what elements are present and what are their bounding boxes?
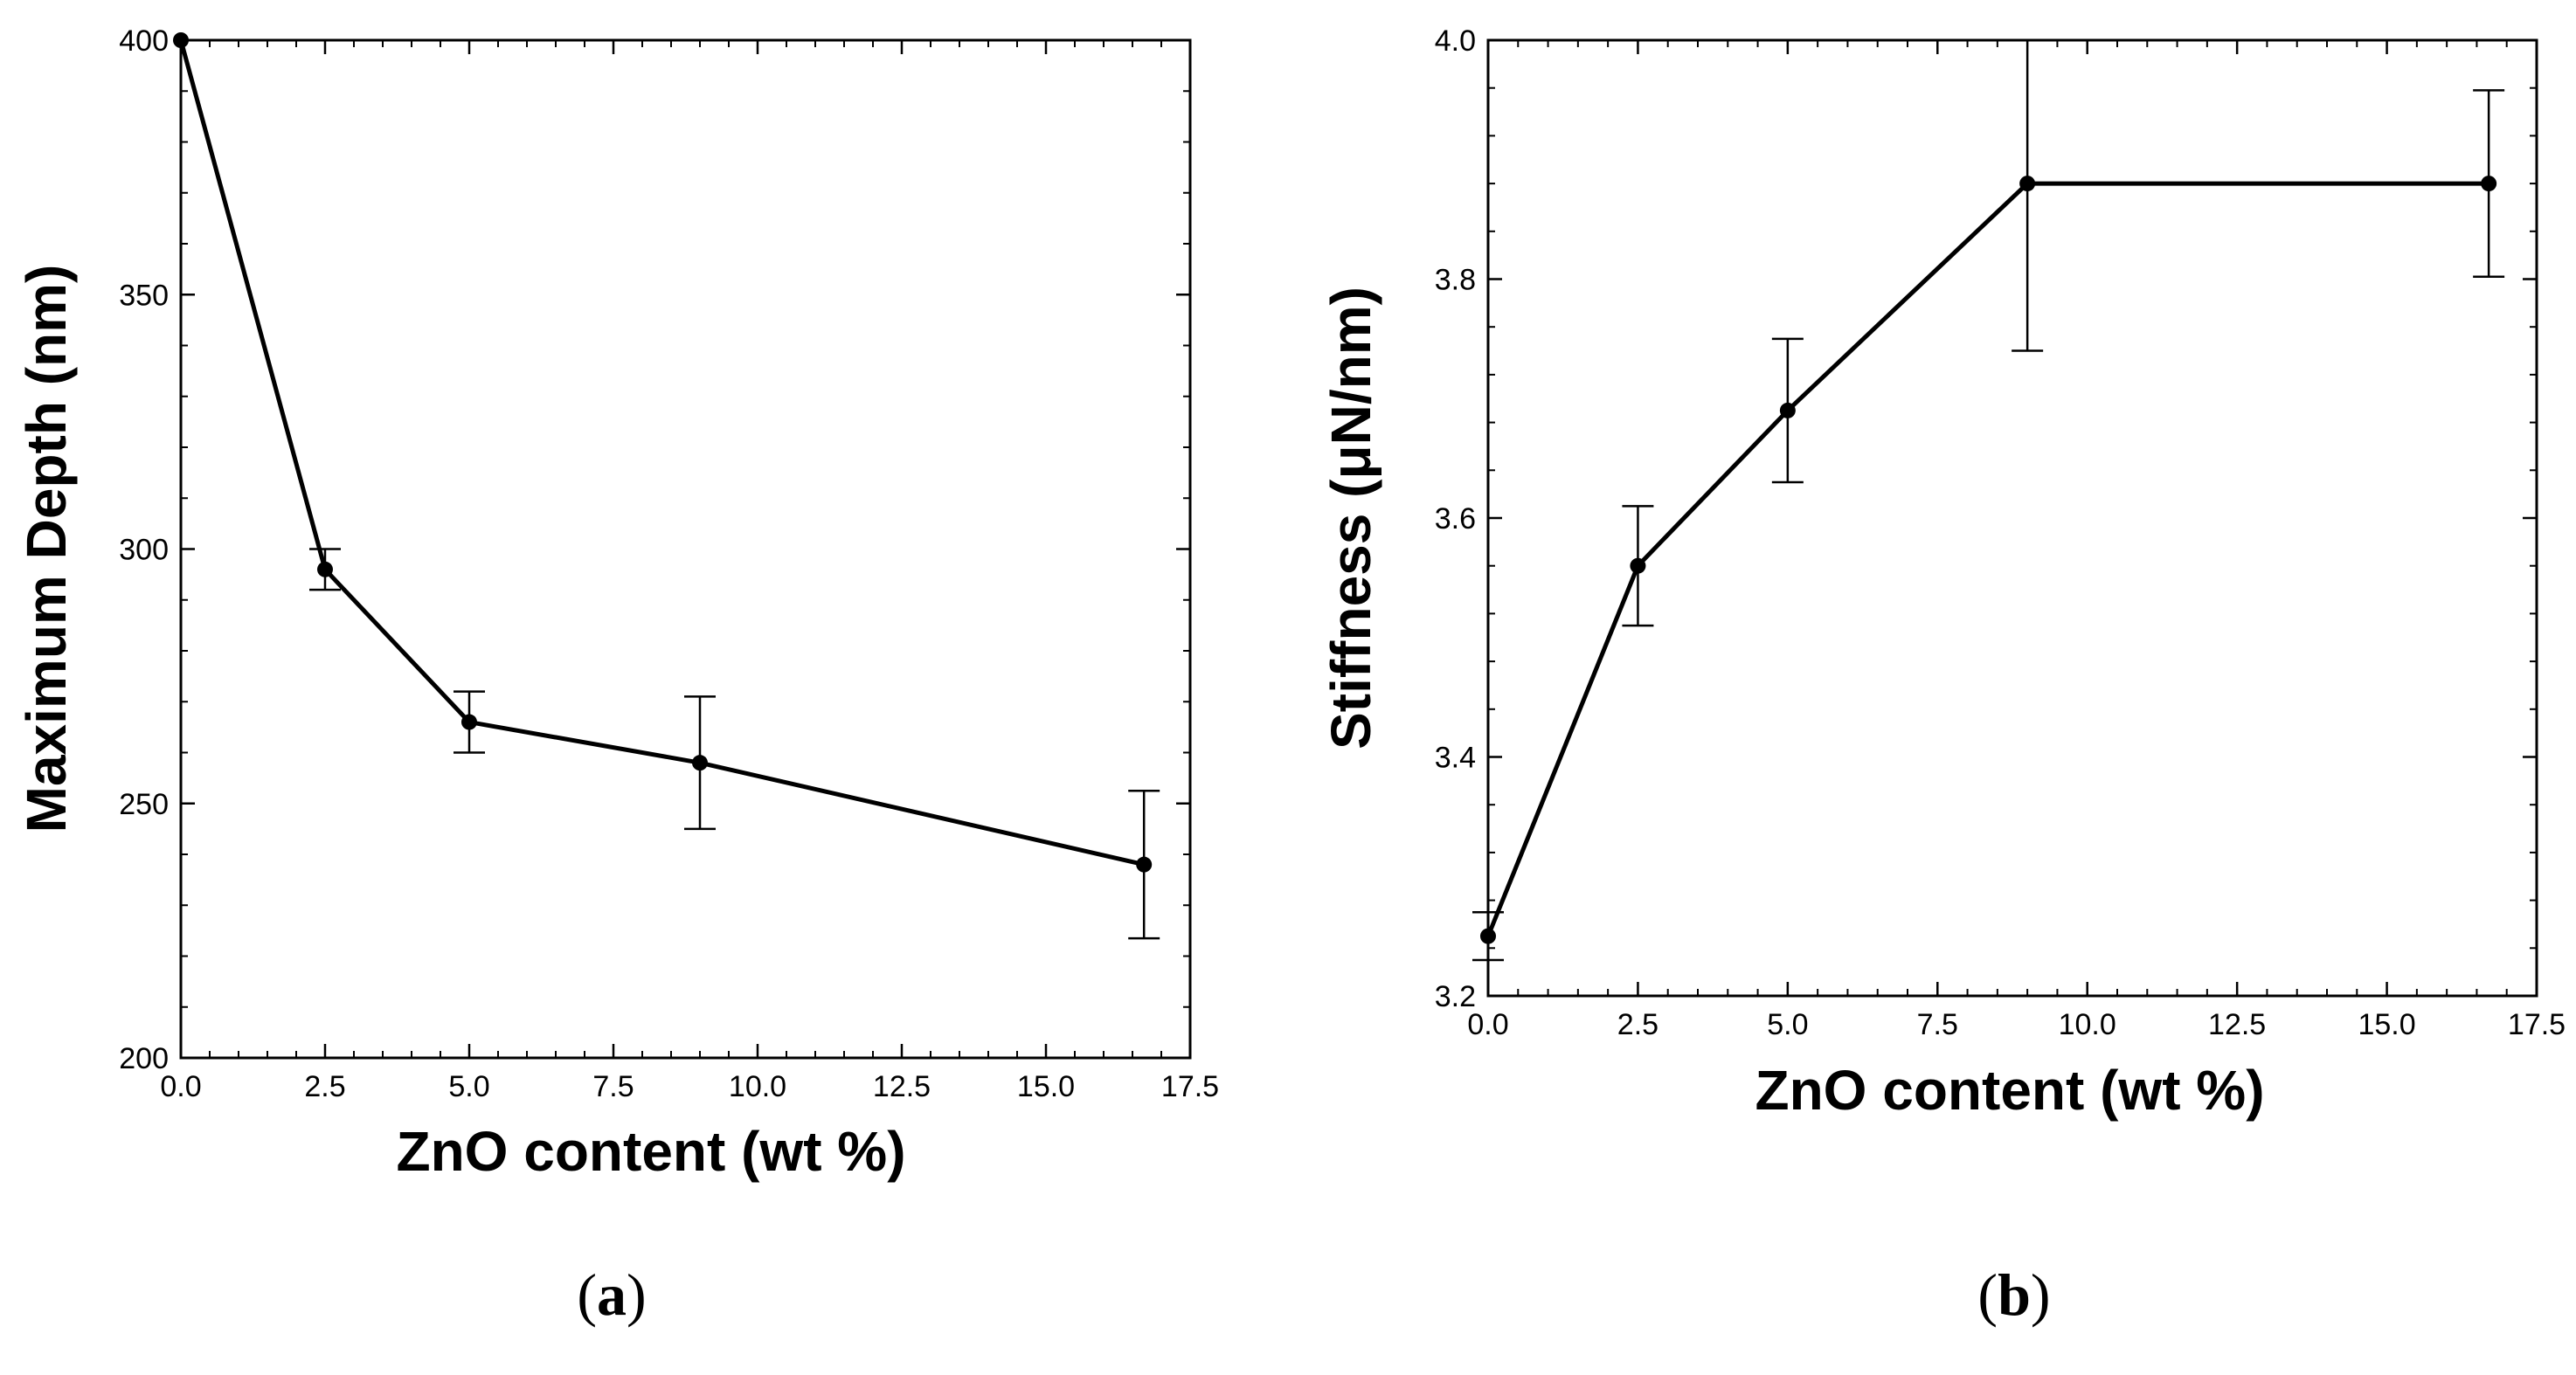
panel-b-y-axis-title: Stiffness (μN/nm): [1319, 287, 1382, 750]
x-tick-label: 5.0: [1767, 1008, 1808, 1041]
panel-a-letter: a: [597, 1261, 627, 1328]
y-tick-label: 300: [119, 534, 169, 567]
data-point: [2481, 176, 2497, 192]
data-point: [1480, 928, 1496, 944]
x-tick-label: 12.5: [2208, 1008, 2266, 1041]
data-point: [1630, 557, 1646, 574]
series-line: [178, 39, 1145, 867]
panel-b-series: [1472, 38, 2505, 962]
panel-b-x-ticks: 0.0 2.5 5.0 7.5 10.0 12.5 15.0 17.5: [1467, 40, 2566, 1041]
x-tick-label: 2.5: [1617, 1008, 1658, 1041]
x-tick-label: 0.0: [1467, 1008, 1508, 1041]
x-tick-label: 10.0: [729, 1070, 786, 1103]
panel-b-letter: b: [1998, 1261, 2031, 1328]
data-point: [1136, 856, 1153, 873]
data-point: [173, 32, 189, 48]
x-tick-label: 2.5: [304, 1070, 345, 1103]
data-point: [2019, 176, 2036, 192]
y-tick-label: 400: [119, 24, 169, 58]
panel-b-x-axis-title: ZnO content (wt %): [1755, 1059, 2264, 1122]
panel-b-y-ticks: 3.2 3.4 3.6 3.8 4.0: [1435, 24, 2537, 1013]
panel-a-x-axis-title: ZnO content (wt %): [396, 1120, 905, 1183]
data-point: [692, 755, 708, 771]
y-tick-label: 4.0: [1435, 24, 1476, 58]
panel-b-chart: 0.0 2.5 5.0 7.5 10.0 12.5 15.0 17.5 3.23.43.63.…: [1319, 24, 2566, 1328]
panel-a-series: [173, 32, 1160, 940]
y-tick-label: 250: [119, 788, 169, 821]
x-tick-label: 5.0: [448, 1070, 489, 1103]
data-point: [317, 561, 333, 577]
x-tick-label: 17.5: [1161, 1070, 1219, 1103]
x-tick-label: 15.0: [1017, 1070, 1075, 1103]
panel-b-label: (b): [1977, 1261, 2050, 1328]
y-tick-label: 200: [119, 1042, 169, 1075]
panel-a-x-ticks: 0.0 2.5 5.0 7.5 10.0 12.5 15.0 17.5: [160, 40, 1219, 1103]
y-tick-label: 350: [119, 279, 169, 312]
y-tick-label: 3.4: [1435, 742, 1476, 775]
error-bar: [2012, 38, 2044, 352]
x-tick-label: 10.0: [2059, 1008, 2116, 1041]
x-tick-label: 7.5: [1917, 1008, 1958, 1041]
x-tick-label: 17.5: [2508, 1008, 2566, 1041]
panel-a-chart: 0.0 2.5 5.0 7.5 10.0 12.5 15.0 17.5 200 250 300 35…: [15, 24, 1219, 1328]
panel-a-y-axis-title: Maximum Depth (nm): [15, 265, 78, 833]
data-point: [461, 714, 477, 730]
y-tick-label: 3.8: [1435, 264, 1476, 297]
x-tick-label: 15.0: [2358, 1008, 2415, 1041]
x-tick-label: 7.5: [592, 1070, 634, 1103]
x-tick-label: 0.0: [160, 1070, 201, 1103]
y-tick-label: 3.6: [1435, 502, 1476, 535]
x-tick-label: 12.5: [873, 1070, 931, 1103]
data-point: [1779, 402, 1796, 418]
panel-a-y-ticks: 200 250 300 350 400: [119, 24, 1190, 1075]
panel-a-label: (a): [577, 1261, 646, 1328]
y-tick-label: 3.2: [1435, 980, 1476, 1013]
